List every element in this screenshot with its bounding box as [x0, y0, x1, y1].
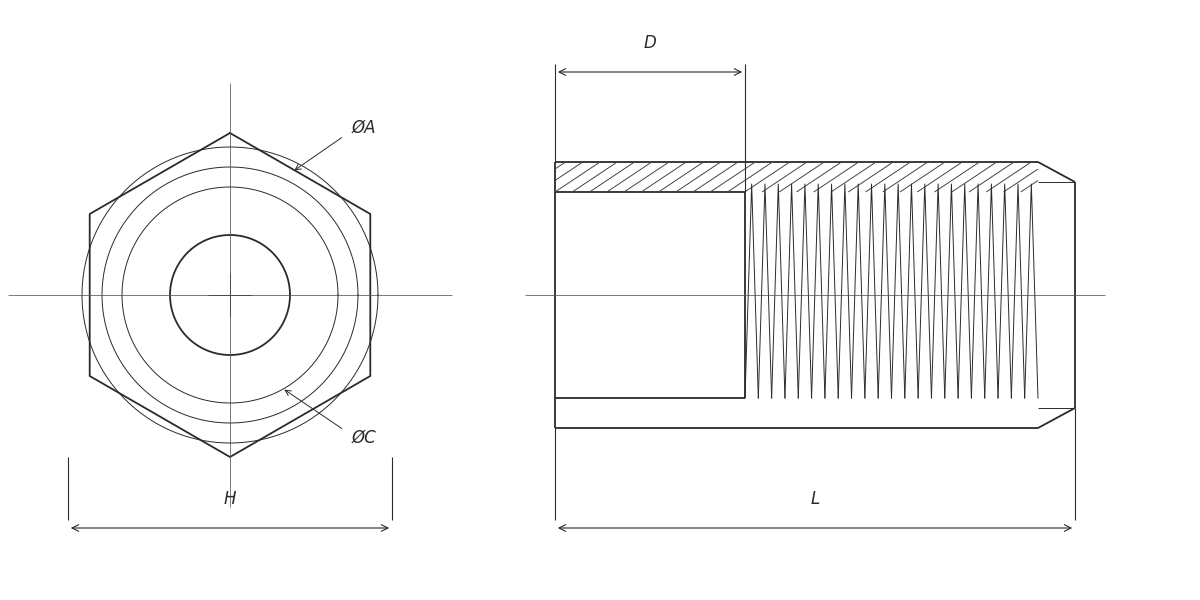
- Text: L: L: [810, 490, 820, 508]
- Text: ØC: ØC: [352, 429, 377, 447]
- Text: D: D: [643, 34, 656, 52]
- Text: H: H: [223, 490, 236, 508]
- Text: ØA: ØA: [352, 119, 377, 137]
